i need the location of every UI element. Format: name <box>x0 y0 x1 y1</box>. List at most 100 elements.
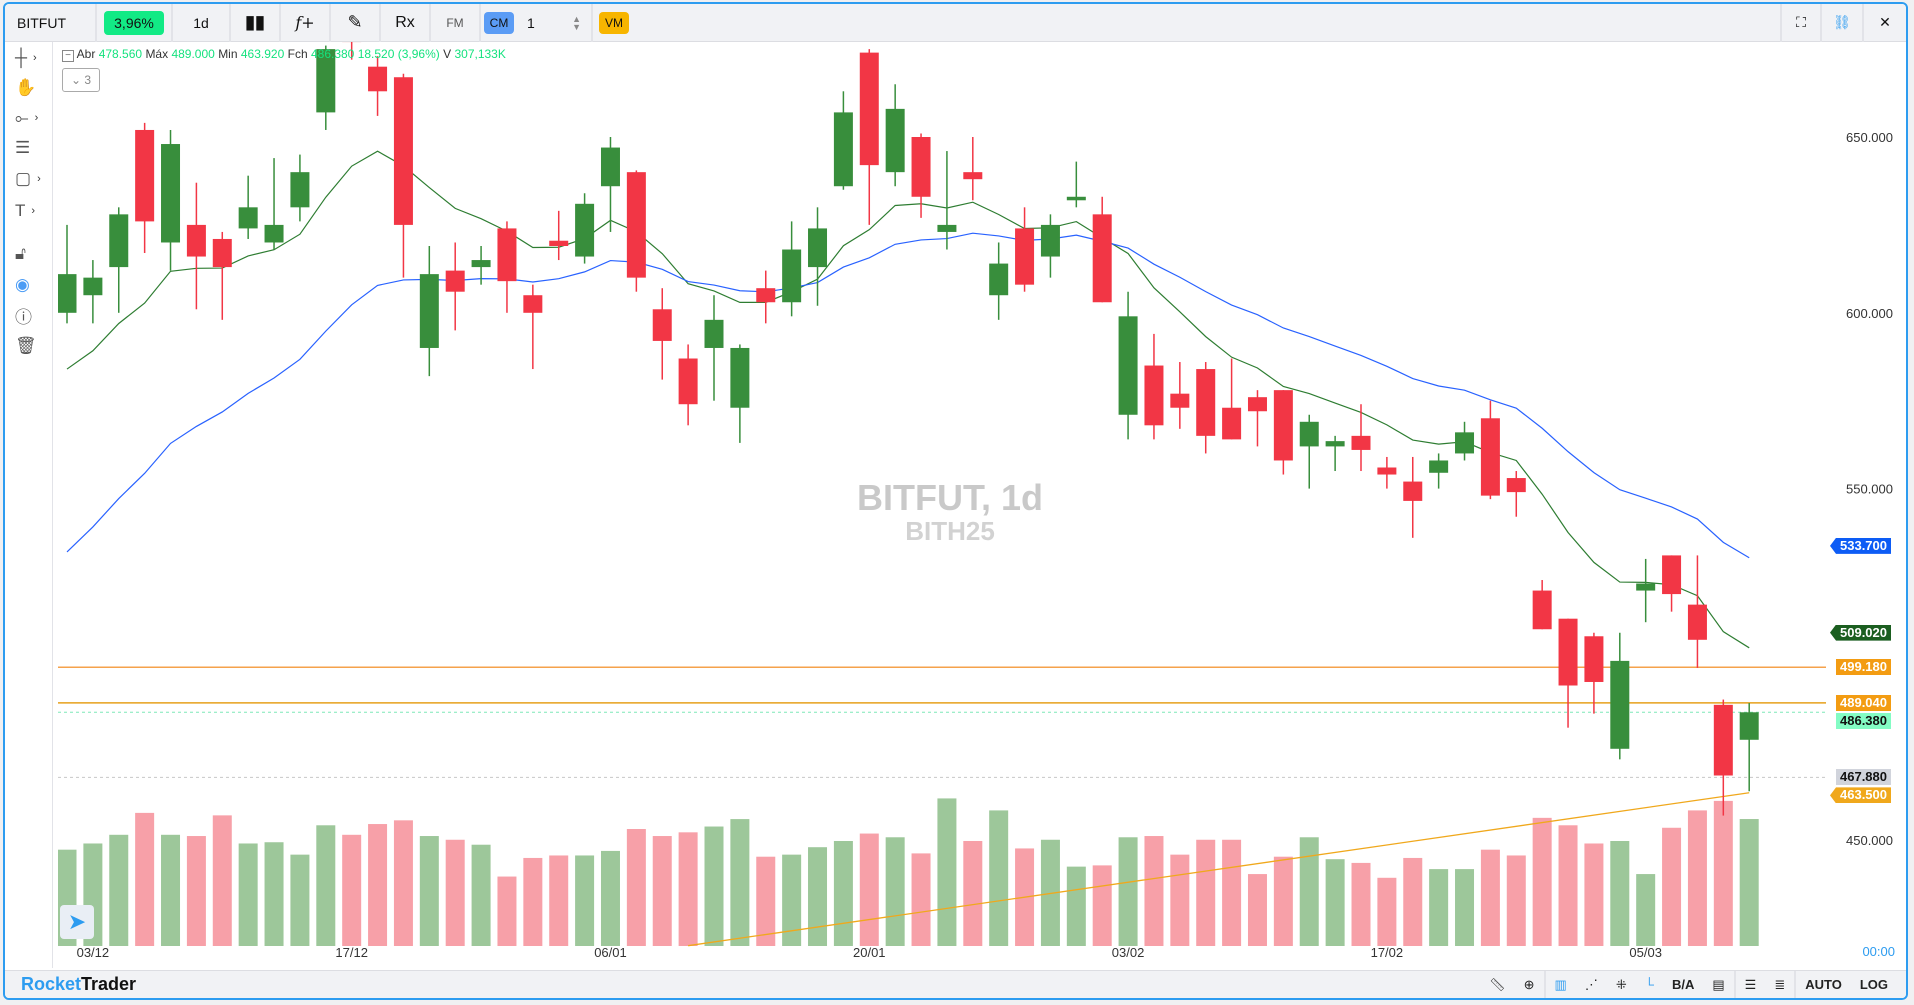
brand-trader: Trader <box>81 974 137 994</box>
volume-bar <box>1455 869 1475 946</box>
volume-bar <box>678 832 698 946</box>
stack-icon: ≣ <box>1774 976 1786 992</box>
crosshair-icon: ┼ <box>15 48 28 67</box>
volume-bar <box>290 854 310 946</box>
layers-button[interactable]: ☰ <box>1736 971 1766 999</box>
candle-body <box>1118 316 1138 415</box>
draw-button[interactable]: ✎ <box>331 4 381 42</box>
candle-body <box>342 42 362 43</box>
candle-body <box>1506 478 1526 493</box>
close-button[interactable]: ✕ <box>1864 4 1906 42</box>
candle-body <box>471 260 491 268</box>
quantity-stepper[interactable]: 1 ▲ ▼ <box>517 4 593 42</box>
navigate-button[interactable]: ➤ <box>60 905 94 939</box>
candle-body <box>212 238 232 268</box>
pan-tool[interactable]: ✋ <box>15 76 45 100</box>
axis-toggle[interactable]: └ <box>1636 971 1663 999</box>
candle-body <box>290 172 310 208</box>
candle-body <box>1739 712 1759 740</box>
vm-button[interactable]: VM <box>599 11 629 34</box>
ruler-button[interactable]: 📏︎ <box>1480 971 1515 999</box>
lock-tool[interactable]: 🔓︎ <box>15 242 45 266</box>
indicators-button[interactable]: f+ <box>281 4 331 42</box>
auto-scale-button[interactable]: AUTO <box>1805 977 1842 992</box>
candle-body <box>1170 393 1190 408</box>
zoom-button[interactable]: ⊕ <box>1515 971 1544 999</box>
delete-button[interactable]: 🗑︎ <box>15 334 45 358</box>
candle-body <box>1558 618 1578 686</box>
spinner-icon[interactable]: ▲ ▼ <box>572 13 581 32</box>
volume-bar <box>730 819 750 946</box>
rectangle-tool[interactable]: ▢ › <box>15 167 45 191</box>
indicator-count: 3 <box>84 73 92 87</box>
candle-body <box>1713 704 1733 776</box>
hide-tool[interactable]: ◉ <box>15 273 45 297</box>
candle-body <box>523 295 543 313</box>
candle-body <box>393 77 413 225</box>
volume-bar <box>212 815 232 946</box>
axis-icon: └ <box>1644 977 1654 992</box>
fullscreen-button[interactable]: ⛶ <box>1780 4 1822 42</box>
candle-body <box>264 224 284 243</box>
brand-rocket: Rocket <box>21 974 82 994</box>
link-button[interactable]: ⛓ <box>1822 4 1864 42</box>
volume-bar <box>937 798 957 946</box>
symbol-label[interactable]: BITFUT <box>5 4 97 42</box>
time-label: 00:00 <box>1862 944 1895 959</box>
volume-bar <box>497 876 517 946</box>
x-tick-label: 17/02 <box>1371 945 1404 960</box>
cm-button[interactable]: CM <box>483 11 515 34</box>
link-icon: ⛓ <box>1833 14 1851 30</box>
navigation-arrow-icon: ➤ <box>67 909 87 934</box>
volume-bar <box>161 834 181 946</box>
fib-tool[interactable]: ☰ <box>15 136 45 160</box>
candle-body <box>782 249 802 303</box>
help-button[interactable]: ⓘ <box>15 303 45 327</box>
high-label: Máx <box>145 47 169 61</box>
price-tag: 509.020 <box>1830 624 1891 641</box>
close-icon: ✕ <box>1879 14 1891 30</box>
interval-button[interactable]: 1d <box>173 4 231 42</box>
candle-body <box>445 270 465 292</box>
dots-toggle[interactable]: ⁜ <box>1607 971 1636 999</box>
bid-ask-toggle[interactable]: B/A <box>1671 977 1695 992</box>
scatter-toggle[interactable]: ⋰ <box>1576 971 1607 999</box>
crosshair-tool[interactable]: ┼ › <box>15 46 45 70</box>
change-badge[interactable]: 3,96% <box>104 10 164 35</box>
price-tag: 467.880 <box>1836 769 1891 786</box>
volume-bar <box>1118 837 1138 946</box>
book-toggle[interactable]: ▤ <box>1703 971 1733 999</box>
volume-bar <box>1144 836 1164 946</box>
log-scale-button[interactable]: LOG <box>1859 977 1888 992</box>
bottom-toolbar: Rocket Trader 📏︎ ⊕ ▥ ⋰ ⁜ └ B/A ▤ ☰ ≣ AUTO… <box>5 970 1906 998</box>
volume-bar <box>523 857 543 946</box>
y-tick-label: 650.000 <box>1846 130 1893 145</box>
chart-type-button[interactable]: ▮▮ <box>231 4 281 42</box>
price-tag: 533.700 <box>1830 537 1891 554</box>
volume-bar <box>1299 837 1319 946</box>
change-value: 18.520 (3,96%) <box>357 47 440 61</box>
volume-toggle[interactable]: ▥ <box>1546 971 1576 999</box>
volume-bar <box>1403 857 1423 946</box>
candle-body <box>911 137 931 197</box>
volume-bar <box>575 855 595 946</box>
close-label: Fch <box>287 47 308 61</box>
candle-body <box>1584 636 1604 682</box>
indicators-collapse-button[interactable]: ⌄ 3 <box>62 68 100 92</box>
candle-body <box>989 263 1009 296</box>
eye-off-icon: ◉ <box>15 275 30 294</box>
fm-button[interactable]: FM <box>431 4 481 42</box>
candle-body <box>1144 365 1164 426</box>
volume-bar <box>1170 854 1190 946</box>
volume-bar <box>1377 877 1397 946</box>
candle-body <box>678 358 698 405</box>
collapse-icon[interactable]: − <box>62 50 74 62</box>
fullscreen-icon: ⛶ <box>1796 14 1806 30</box>
layers2-button[interactable]: ≣ <box>1765 971 1794 999</box>
text-tool[interactable]: T › <box>15 199 45 223</box>
watermark-title: BITFUT, 1d <box>857 477 1043 518</box>
chevron-right-icon: › <box>37 173 41 185</box>
rx-button[interactable]: Rx <box>381 4 431 42</box>
line-tool[interactable]: ⟜ › <box>15 106 45 130</box>
